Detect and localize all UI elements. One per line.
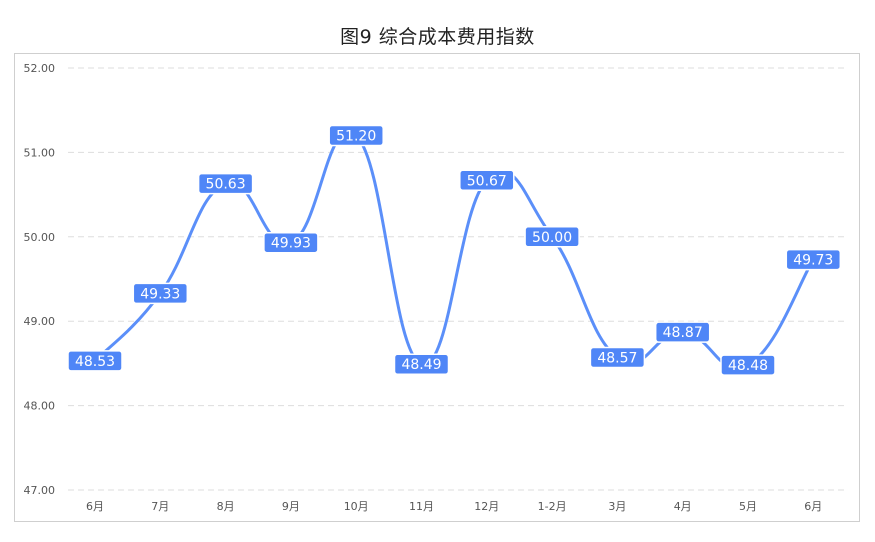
y-tick-label: 50.00 xyxy=(24,231,56,244)
data-point: 50.63 xyxy=(197,172,254,195)
data-label: 48.57 xyxy=(597,350,637,366)
y-tick-label: 47.00 xyxy=(24,484,56,497)
data-point: 48.57 xyxy=(589,346,646,369)
x-axis-ticks: 6月 7月 8月 9月 10月 11月 12月 1-2月 3月 4月 5月 6月 xyxy=(86,500,822,513)
data-label: 50.00 xyxy=(532,230,572,246)
data-label-box xyxy=(67,350,123,372)
data-label: 51.20 xyxy=(336,129,376,145)
data-label-box xyxy=(393,353,450,375)
y-tick-label: 48.00 xyxy=(24,400,56,413)
data-label: 49.73 xyxy=(793,253,833,269)
data-point: 50.00 xyxy=(524,226,580,248)
y-tick-label: 49.00 xyxy=(24,315,56,328)
x-tick-label: 11月 xyxy=(409,500,434,513)
y-tick-label: 52.00 xyxy=(24,62,56,75)
data-label: 50.67 xyxy=(467,173,507,189)
data-point: 48.48 xyxy=(720,354,776,376)
x-tick-label: 8月 xyxy=(217,500,235,513)
chart-frame xyxy=(14,53,860,522)
data-label-box xyxy=(132,282,189,305)
x-tick-label: 9月 xyxy=(282,500,300,513)
x-tick-label: 4月 xyxy=(674,500,692,513)
x-tick-label: 1-2月 xyxy=(538,500,567,513)
data-label-box xyxy=(197,172,254,195)
data-point: 49.33 xyxy=(132,282,189,305)
data-point: 49.73 xyxy=(785,248,842,271)
data-point: 48.49 xyxy=(393,353,450,375)
data-label: 49.33 xyxy=(140,286,180,302)
y-axis-ticks: 47.00 48.00 49.00 50.00 51.00 52.00 xyxy=(24,62,56,497)
x-tick-label: 3月 xyxy=(608,500,626,513)
data-point: 51.20 xyxy=(328,124,384,147)
x-tick-label: 5月 xyxy=(739,500,757,513)
x-tick-label: 6月 xyxy=(804,500,822,513)
x-tick-label: 6月 xyxy=(86,500,104,513)
x-tick-label: 12月 xyxy=(474,500,499,513)
x-tick-label: 10月 xyxy=(344,500,369,513)
data-label-box xyxy=(459,169,515,192)
data-point: 50.67 xyxy=(459,169,515,192)
data-labels: 48.53 49.33 50.63 49.93 51.20 48.49 50.67 50.00… xyxy=(67,124,842,376)
y-tick-label: 51.00 xyxy=(24,146,56,159)
data-label-box xyxy=(524,226,580,248)
data-label: 48.49 xyxy=(401,357,441,373)
data-point: 49.93 xyxy=(263,231,319,254)
data-label: 49.93 xyxy=(271,236,311,252)
data-label-box xyxy=(785,248,842,271)
data-label-box xyxy=(589,346,646,369)
data-label: 48.48 xyxy=(728,358,768,374)
data-label-box xyxy=(328,124,384,147)
chart-title: 图9 综合成本费用指数 xyxy=(340,26,535,48)
data-point: 48.53 xyxy=(67,350,123,372)
data-label: 48.87 xyxy=(663,325,703,341)
data-label-box xyxy=(654,321,711,343)
data-label: 50.63 xyxy=(206,177,246,193)
data-label-box xyxy=(720,354,776,376)
x-tick-label: 7月 xyxy=(151,500,169,513)
data-label: 48.53 xyxy=(75,354,115,370)
data-point: 48.87 xyxy=(654,321,711,343)
data-label-box xyxy=(263,231,319,254)
